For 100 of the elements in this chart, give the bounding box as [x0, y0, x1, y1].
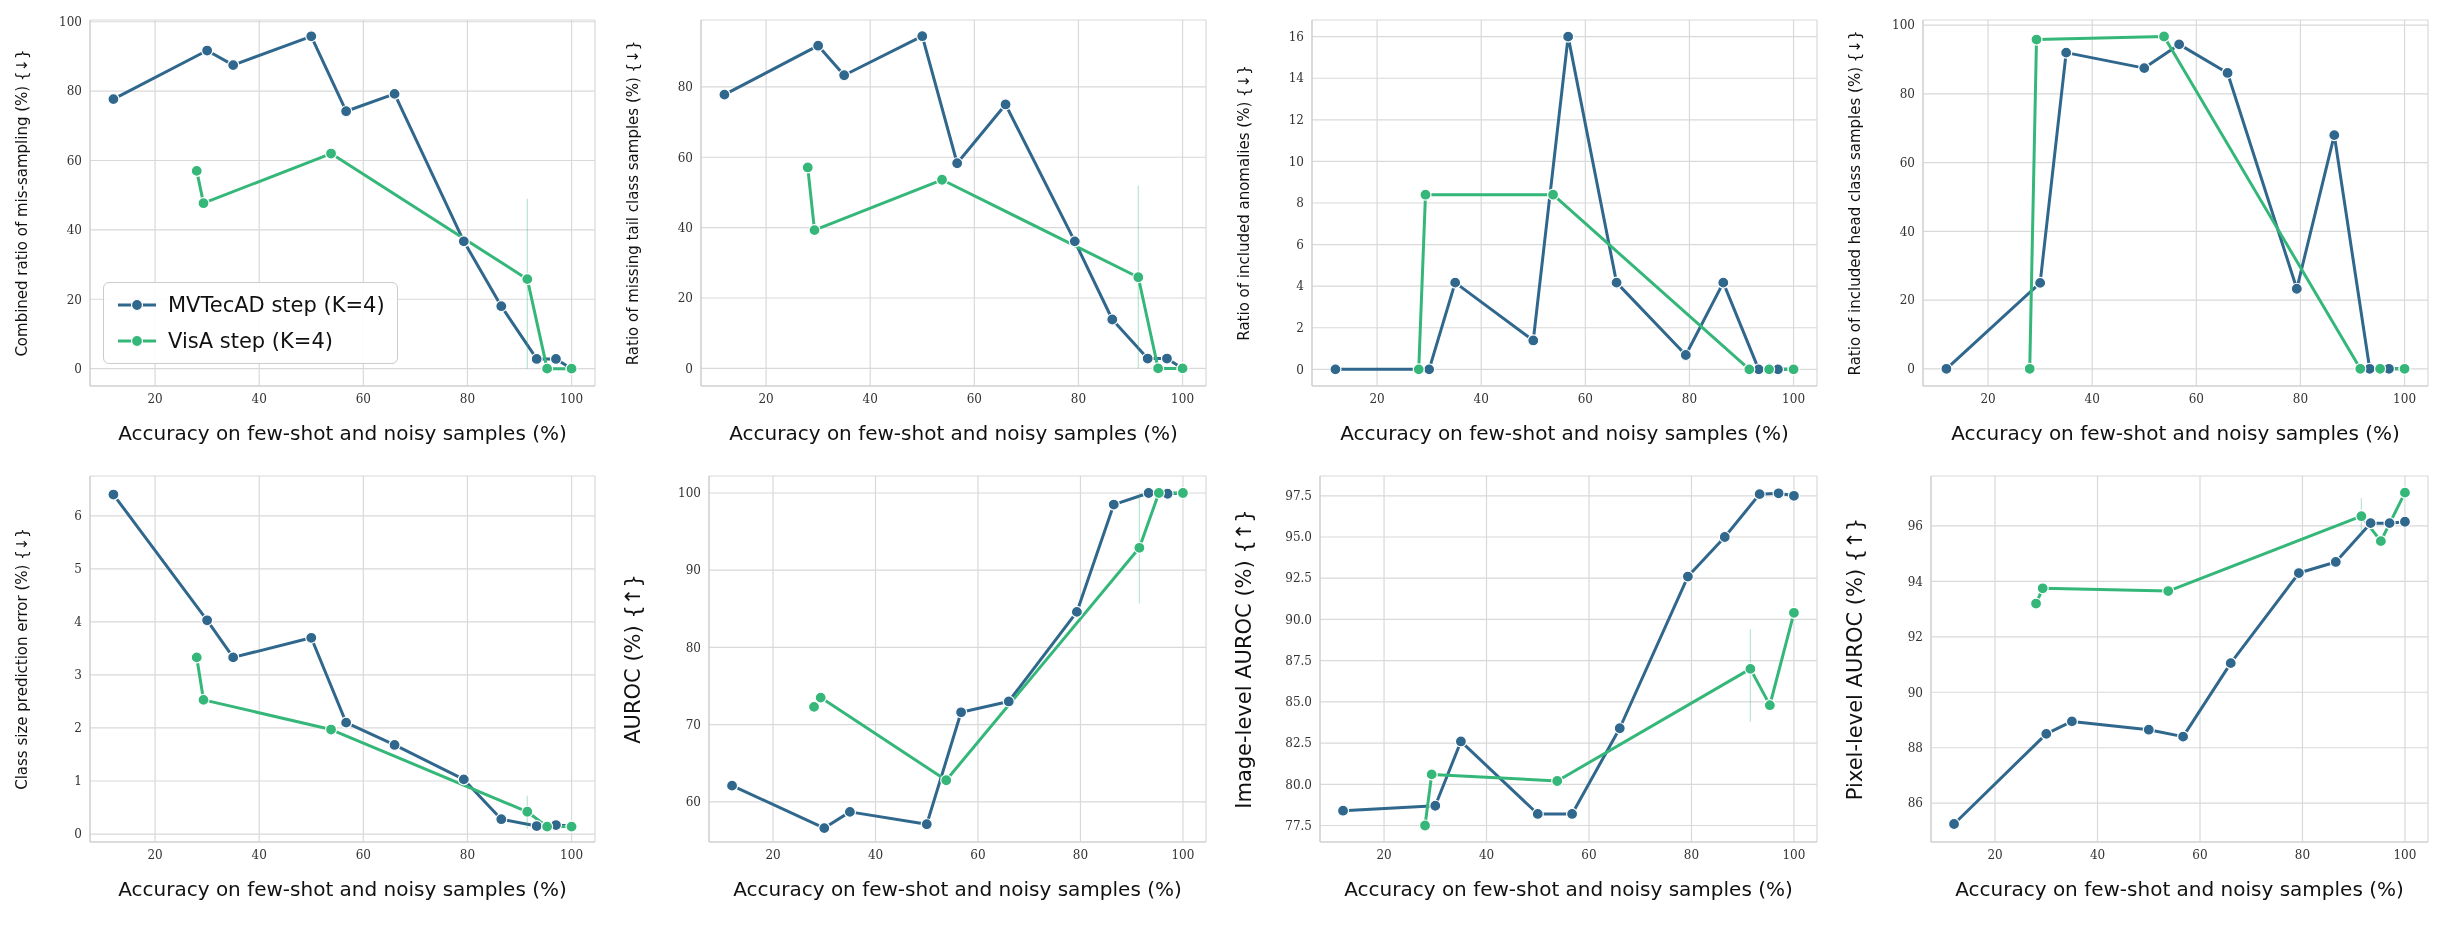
- y-tick-label: 2: [1296, 321, 1304, 336]
- point: [541, 820, 554, 833]
- x-tick-label: 100: [560, 847, 584, 862]
- y-tick-label: 20: [66, 292, 82, 307]
- x-axis-title: Accuracy on few-shot and noisy samples (%): [118, 421, 567, 445]
- point: [807, 700, 821, 713]
- x-tick-label: 60: [970, 847, 986, 862]
- y-tick-label: 82.5: [1285, 736, 1312, 751]
- point: [2292, 566, 2305, 580]
- point: [530, 819, 543, 833]
- point: [1133, 541, 1146, 554]
- point: [1753, 488, 1766, 501]
- point: [1142, 486, 1155, 500]
- legend-label: MVTecAD step (K=4): [168, 292, 385, 319]
- point: [818, 822, 831, 835]
- y-axis-title: AUROC (%) {↑}: [621, 574, 646, 744]
- point: [1160, 352, 1174, 365]
- y-tick-label: 85.0: [1285, 695, 1312, 710]
- y-tick-label: 90.0: [1285, 612, 1312, 627]
- point: [1329, 363, 1342, 376]
- point: [340, 105, 353, 118]
- y-tick-label: 3: [74, 668, 82, 683]
- x-tick-label: 80: [1070, 391, 1087, 406]
- x-tick-label: 100: [2393, 391, 2417, 406]
- point: [107, 93, 120, 106]
- x-tick-label: 40: [867, 847, 884, 862]
- x-tick-label: 40: [251, 847, 267, 862]
- point: [2374, 362, 2387, 375]
- y-tick-label: 0: [1907, 362, 1915, 377]
- point: [935, 173, 949, 186]
- point: [2176, 730, 2190, 743]
- point: [2355, 510, 2368, 523]
- y-tick-label: 90: [1907, 685, 1923, 700]
- y-tick-label: 60: [677, 150, 693, 165]
- point: [457, 235, 470, 248]
- point: [2328, 129, 2341, 142]
- point: [1763, 699, 1776, 712]
- point: [197, 197, 210, 210]
- x-tick-label: 60: [2192, 847, 2208, 862]
- point: [340, 716, 353, 729]
- point: [1412, 363, 1425, 376]
- point: [2354, 362, 2367, 375]
- point: [2173, 38, 2186, 51]
- y-tick-label: 100: [678, 486, 701, 501]
- x-tick-label: 20: [1376, 847, 1392, 862]
- point: [201, 614, 214, 627]
- point: [2329, 555, 2342, 569]
- x-tick-label: 40: [2089, 847, 2106, 862]
- point: [951, 157, 964, 170]
- y-axis-title: Combined ratio of mis-sampling (%) {↓}: [13, 49, 32, 357]
- point: [2065, 715, 2078, 728]
- x-axis-title: Accuracy on few-shot and noisy samples (%): [729, 421, 1178, 445]
- point: [1527, 334, 1540, 347]
- x-axis-title: Accuracy on few-shot and noisy samples (%): [733, 877, 1182, 901]
- y-tick-label: 92.5: [1285, 571, 1312, 586]
- point: [838, 69, 851, 82]
- y-tick-label: 2: [74, 721, 82, 736]
- y-axis-title: Class size prediction error (%) {↓}: [13, 528, 32, 790]
- y-tick-label: 80: [685, 640, 701, 655]
- point: [916, 30, 929, 43]
- x-tick-label: 40: [251, 391, 267, 406]
- x-tick-label: 40: [1473, 391, 1489, 406]
- point: [2224, 657, 2237, 670]
- point: [324, 147, 338, 160]
- point: [2364, 517, 2377, 530]
- point: [1418, 819, 1432, 832]
- point: [2138, 62, 2151, 75]
- y-tick-label: 80: [1899, 87, 1915, 102]
- y-tick-label: 77.5: [1285, 818, 1312, 833]
- y-tick-label: 1: [74, 774, 82, 789]
- x-tick-label: 60: [966, 391, 982, 406]
- x-tick-label: 20: [1980, 391, 1996, 406]
- y-tick-label: 88: [1907, 740, 1923, 755]
- x-tick-label: 100: [2393, 847, 2417, 862]
- y-tick-label: 86: [1907, 796, 1923, 811]
- y-tick-label: 4: [74, 615, 83, 630]
- y-tick-label: 20: [677, 291, 693, 306]
- point: [1107, 498, 1120, 511]
- point: [2162, 584, 2175, 598]
- point: [2221, 66, 2234, 80]
- point: [2142, 723, 2155, 736]
- point: [1744, 662, 1757, 675]
- x-tick-label: 20: [1987, 847, 2003, 862]
- x-tick-label: 40: [2084, 391, 2100, 406]
- point: [190, 651, 203, 664]
- point: [549, 352, 563, 366]
- point: [801, 161, 814, 174]
- x-axis-title: Accuracy on few-shot and noisy samples (%): [118, 877, 567, 901]
- x-tick-label: 80: [2294, 847, 2311, 862]
- point: [1132, 271, 1145, 284]
- x-tick-label: 60: [355, 847, 371, 862]
- x-tick-label: 40: [862, 391, 878, 406]
- point: [530, 352, 543, 366]
- point: [1546, 188, 1560, 201]
- y-tick-label: 92: [1907, 630, 1923, 645]
- point: [814, 691, 827, 704]
- x-tick-label: 80: [459, 847, 476, 862]
- point: [1152, 486, 1165, 500]
- point: [718, 88, 731, 101]
- point: [2398, 486, 2412, 499]
